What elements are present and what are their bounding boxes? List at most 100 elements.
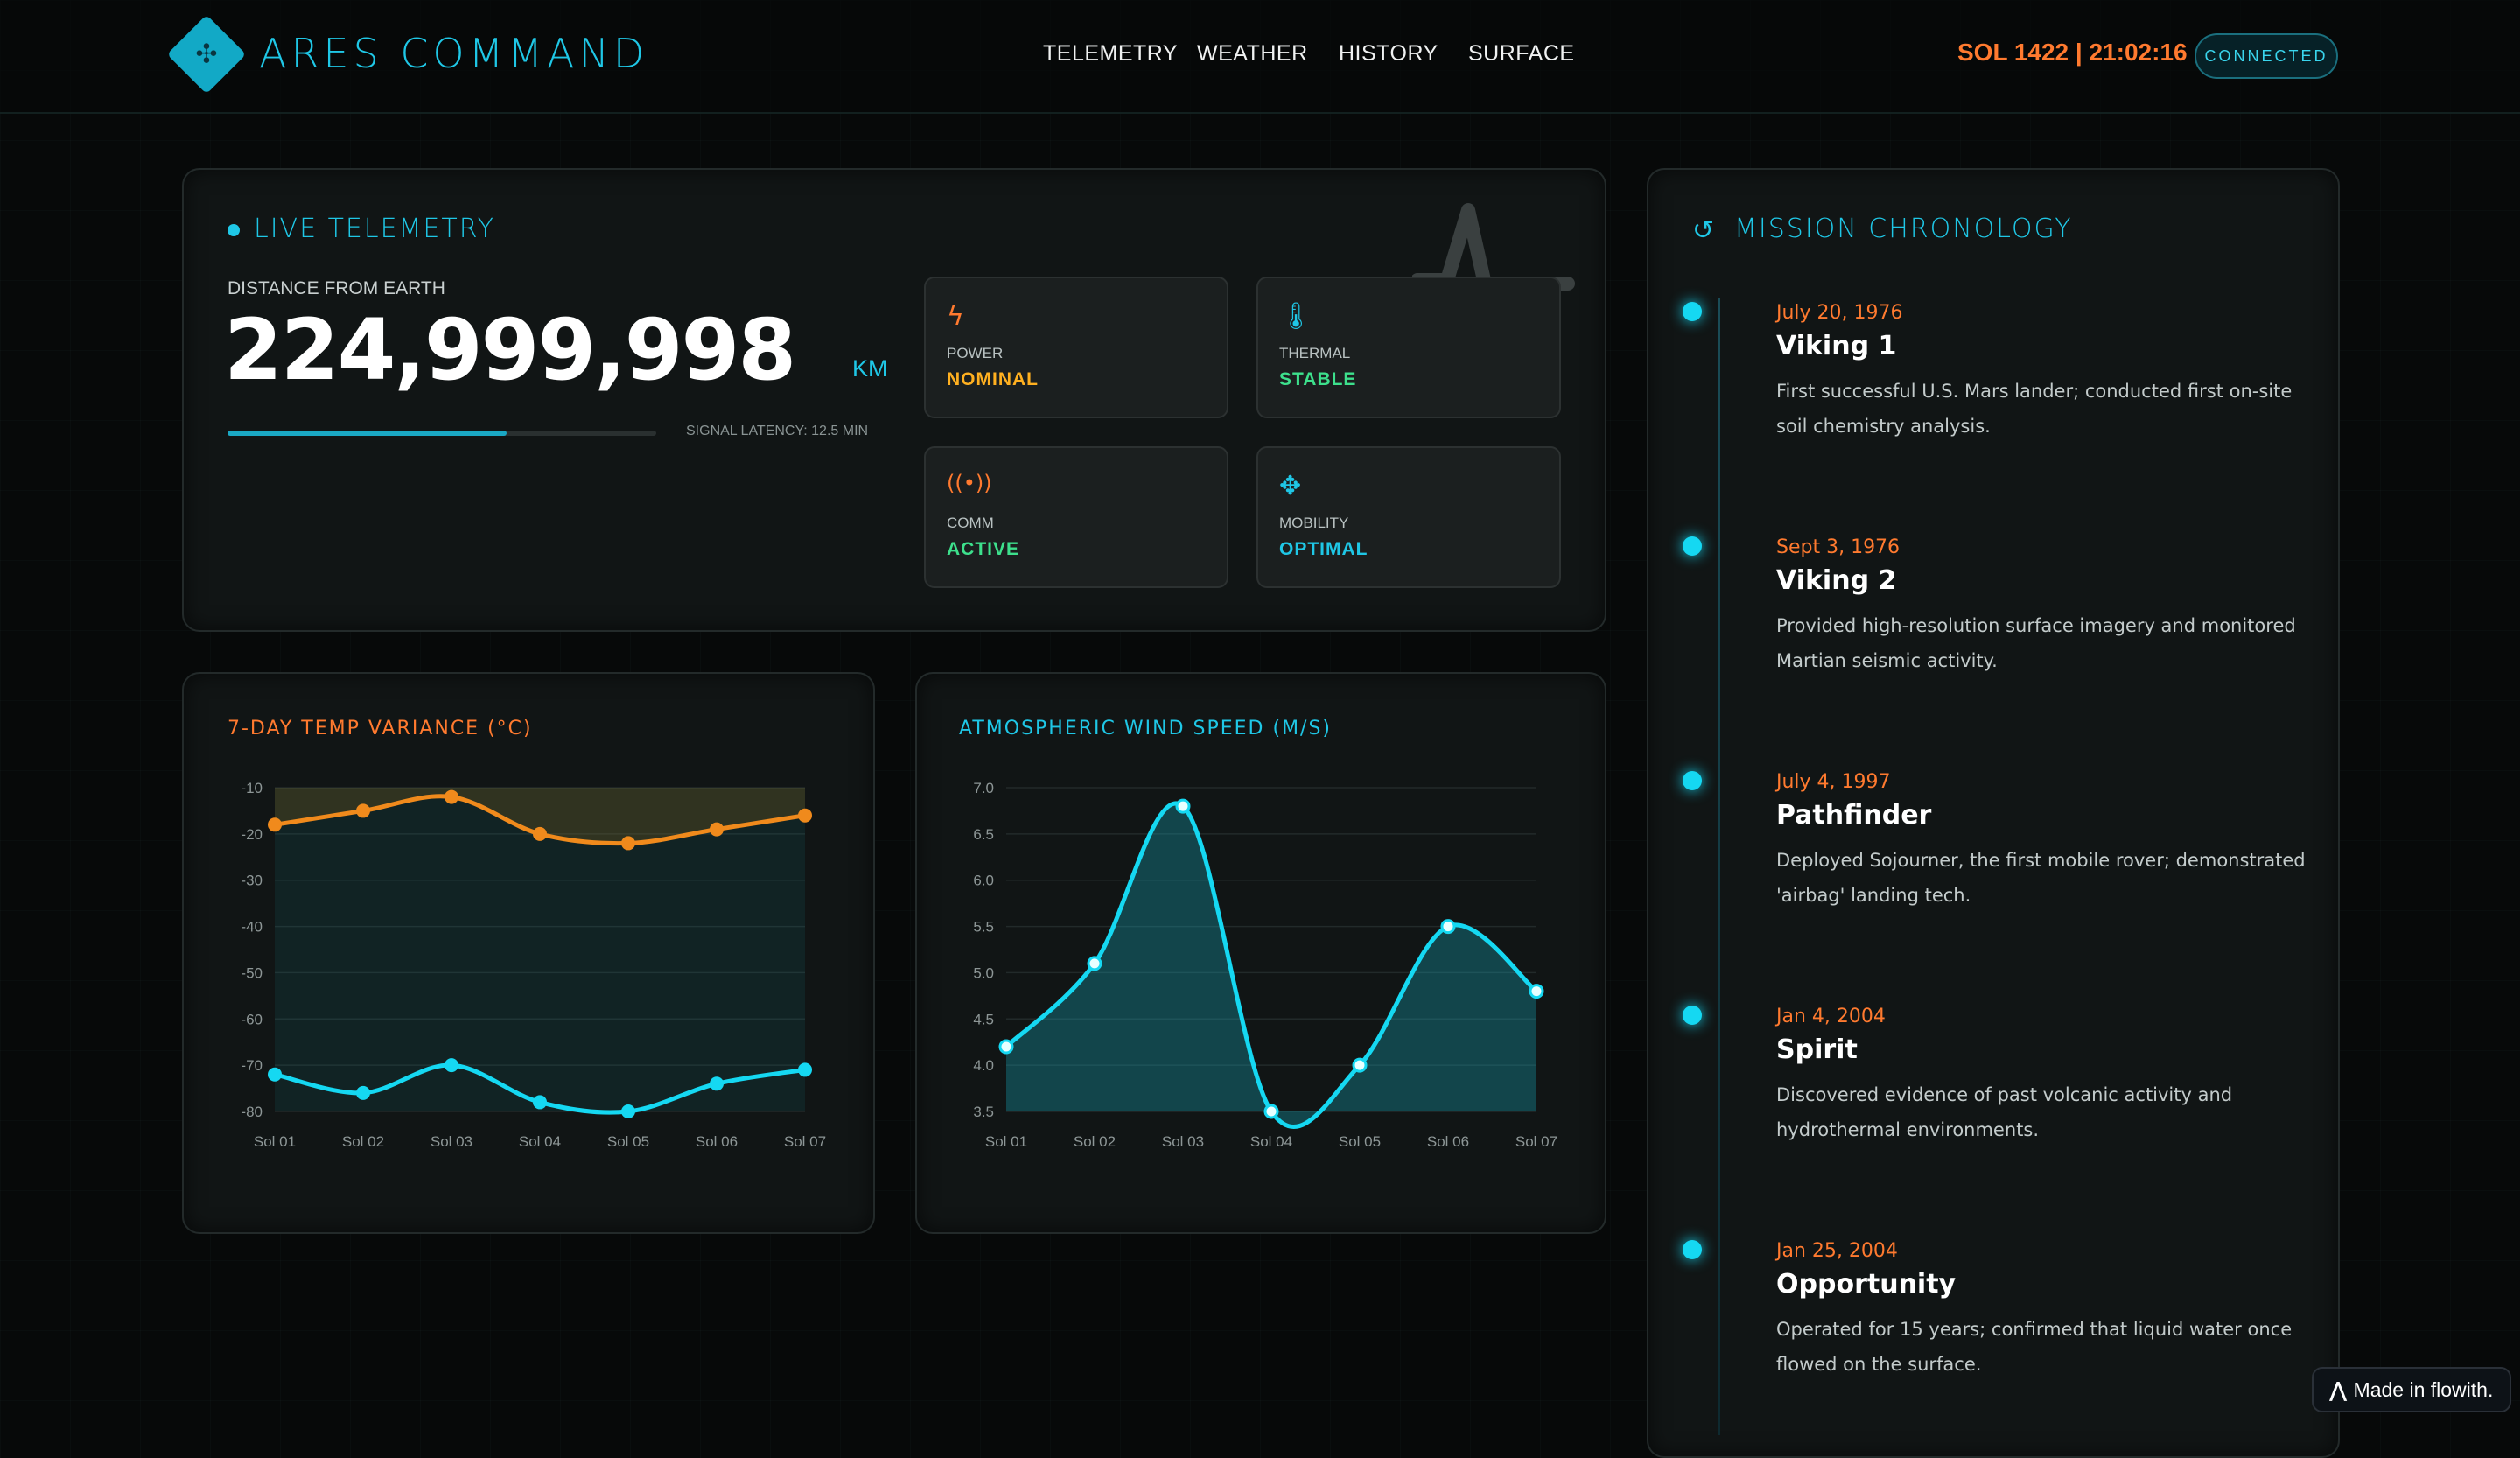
data-point	[621, 836, 635, 851]
stat-value: OPTIMAL	[1279, 539, 1368, 559]
live-telemetry-card: LIVE TELEMETRY DISTANCE FROM EARTH 224,9…	[182, 168, 1606, 632]
x-tick-label: Sol 06	[1427, 1133, 1469, 1150]
stat-value: NOMINAL	[947, 369, 1039, 389]
mission-date: July 20, 1976	[1776, 302, 1903, 324]
x-tick-label: Sol 05	[1339, 1133, 1381, 1150]
y-tick-label: 5.0	[973, 964, 994, 981]
timeline-item[interactable]: Sept 3, 1976 Viking 2 Provided high-resolu…	[1776, 536, 2310, 678]
stat-value: ACTIVE	[947, 539, 1020, 559]
mission-date: Sept 3, 1976	[1776, 536, 1900, 558]
stat-label: COMM	[947, 515, 994, 531]
x-tick-label: Sol 03	[1162, 1133, 1204, 1150]
y-tick-label: -80	[241, 1104, 262, 1120]
data-point	[1264, 1104, 1279, 1119]
y-tick-label: -20	[241, 826, 262, 843]
y-tick-label: -30	[241, 873, 262, 889]
data-point	[798, 808, 812, 823]
top-bar	[0, 0, 2520, 114]
app-title[interactable]: ARES COMMAND	[259, 30, 649, 77]
data-point	[533, 826, 547, 841]
mission-name: Opportunity	[1776, 1269, 1956, 1300]
nav-history[interactable]: HISTORY	[1339, 41, 1438, 66]
timeline-line	[1718, 298, 1720, 1435]
mission-name: Pathfinder	[1776, 800, 1932, 831]
timeline-item[interactable]: July 20, 1976 Viking 1 First successful U.…	[1776, 302, 2310, 444]
y-tick-label: -50	[241, 964, 262, 981]
badge-text: Made in flowith.	[2353, 1377, 2494, 1401]
signal-latency: SIGNAL LATENCY: 12.5 MIN	[686, 424, 869, 438]
distance-label: DISTANCE FROM EARTH	[228, 278, 445, 298]
y-tick-label: 7.0	[973, 780, 994, 796]
timeline-dot	[1683, 1006, 1702, 1025]
data-point	[1352, 1057, 1368, 1073]
mission-chronology-panel: ↺ MISSION CHRONOLOGY	[1647, 168, 2340, 1458]
sol-time-readout: SOL 1422 | 21:02:16	[1957, 39, 2188, 66]
mission-description: Deployed Sojourner, the first mobile rov…	[1776, 850, 2306, 906]
data-point	[444, 1058, 458, 1073]
diamond-grid-logo-icon: ✣	[195, 39, 218, 70]
stat-thermal[interactable]: 🌡︎ THERMAL STABLE	[1256, 277, 1561, 418]
nav-surface[interactable]: SURFACE	[1468, 41, 1575, 66]
data-point	[1440, 919, 1456, 935]
timeline-item[interactable]: Jan 4, 2004 Spirit Discovered evidence of …	[1776, 1006, 2310, 1147]
mission-description: First successful U.S. Mars lander; condu…	[1776, 381, 2292, 437]
nav-weather[interactable]: WEATHER	[1197, 41, 1308, 66]
data-point	[1529, 984, 1544, 999]
y-tick-label: -60	[241, 1011, 262, 1027]
timeline-item[interactable]: July 4, 1997 Pathfinder Deployed Sojourner…	[1776, 771, 2310, 913]
data-point	[1175, 798, 1191, 814]
distance-unit: KM	[852, 355, 888, 382]
stat-comm[interactable]: ((•)) COMM ACTIVE	[924, 446, 1228, 588]
connection-status-badge: CONNECTED	[2194, 33, 2338, 79]
move-icon: ✥	[1279, 471, 1302, 501]
stat-mobility[interactable]: ✥ MOBILITY OPTIMAL	[1256, 446, 1561, 588]
wind-chart-card: ATMOSPHERIC WIND SPEED (M/S) 7.0 6.5 6.0 5.…	[915, 672, 1606, 1234]
signal-icon: ((•))	[947, 471, 992, 495]
series-line	[1004, 801, 1538, 1129]
timeline-dot	[1683, 536, 1702, 556]
x-tick-label: Sol 07	[1516, 1133, 1558, 1150]
temp-chart: -10 -20 -30 -40 -50 -60 -70 -80 Sol 01 Sol 02 Sol …	[241, 780, 826, 1150]
data-point	[268, 817, 282, 832]
signal-progress-track	[228, 431, 656, 436]
mission-name: Spirit	[1776, 1034, 1858, 1065]
x-tick-label: Sol 04	[519, 1133, 561, 1150]
temp-chart-title: 7-DAY TEMP VARIANCE (°C)	[228, 718, 533, 740]
data-point	[621, 1104, 635, 1118]
timeline-dot	[1683, 1240, 1702, 1259]
x-tick-label: Sol 04	[1250, 1133, 1292, 1150]
wind-chart: 7.0 6.5 6.0 5.5 5.0 4.5 4.0 3.5 Sol 01 Sol 02 Sol …	[973, 780, 1558, 1150]
y-tick-label: 6.0	[973, 873, 994, 889]
y-tick-label: -10	[241, 780, 262, 796]
x-tick-label: Sol 02	[342, 1133, 384, 1150]
timeline-item[interactable]: Jan 25, 2004 Opportunity Operated for 15 y…	[1776, 1240, 2310, 1382]
timeline-dot	[1683, 771, 1702, 790]
chronology-title: MISSION CHRONOLOGY	[1734, 214, 2073, 244]
made-in-flowith-badge[interactable]: ⋀ Made in flowith.	[2312, 1367, 2511, 1412]
data-point	[1087, 956, 1102, 971]
data-point	[998, 1039, 1014, 1055]
y-tick-label: 4.5	[973, 1011, 994, 1027]
mission-date: Jan 4, 2004	[1776, 1006, 1886, 1027]
x-tick-label: Sol 03	[430, 1133, 472, 1150]
area-fill	[1006, 803, 1536, 1127]
mission-name: Viking 2	[1776, 565, 1897, 596]
data-point	[268, 1067, 282, 1082]
temp-chart-card: 7-DAY TEMP VARIANCE (°C) -10 -20 -30 -40 -50…	[182, 672, 875, 1234]
nav-telemetry[interactable]: TELEMETRY	[1043, 41, 1179, 66]
mission-name: Viking 1	[1776, 331, 1897, 361]
data-point	[444, 789, 458, 804]
flowith-logo-icon: ⋀	[2329, 1377, 2347, 1401]
mission-description: Discovered evidence of past volcanic act…	[1776, 1084, 2233, 1140]
data-point	[798, 1062, 812, 1077]
y-tick-label: 4.0	[973, 1057, 994, 1074]
telemetry-title: LIVE TELEMETRY	[254, 214, 495, 244]
mission-date: July 4, 1997	[1776, 771, 1891, 793]
timeline-dot	[1683, 302, 1702, 321]
stat-power[interactable]: ϟ POWER NOMINAL	[924, 277, 1228, 418]
y-tick-label: 5.5	[973, 919, 994, 936]
history-icon: ↺	[1692, 215, 1715, 246]
data-point	[710, 822, 724, 837]
data-point	[533, 1095, 547, 1110]
stat-value: STABLE	[1279, 369, 1357, 389]
